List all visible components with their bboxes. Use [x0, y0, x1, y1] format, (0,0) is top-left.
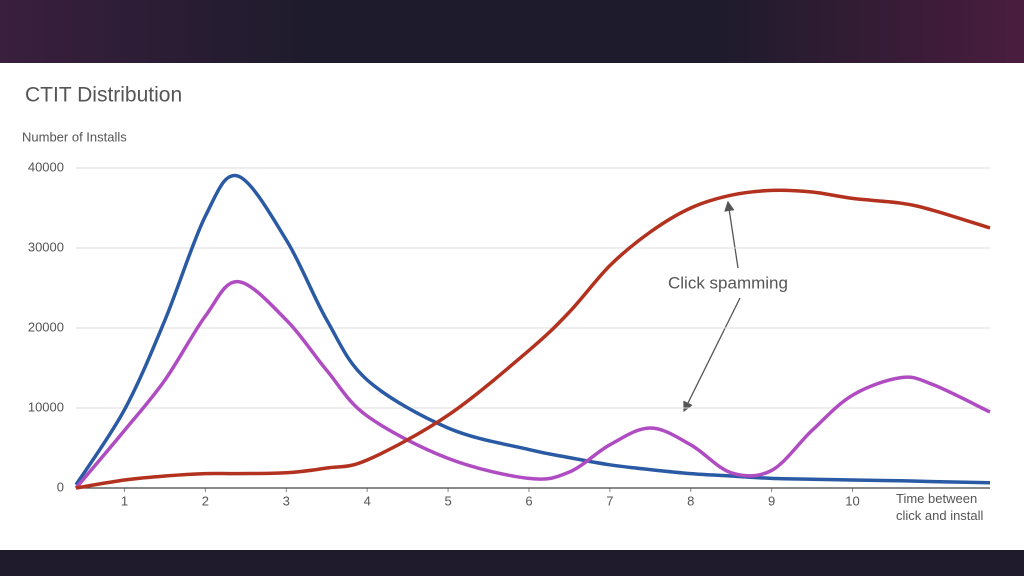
x-tick-label: 10 — [845, 493, 859, 508]
y-tick-label: 20000 — [28, 319, 64, 334]
line-series — [75, 188, 991, 490]
annotation: Click spamming — [668, 273, 788, 292]
x-axis-label: Time between click and install — [896, 491, 984, 523]
x-tick-label: 1 — [121, 493, 128, 508]
header-band — [0, 0, 1024, 63]
y-tick-label: 0 — [57, 479, 64, 494]
line-series — [74, 279, 991, 490]
y-tick-label: 40000 — [28, 159, 64, 174]
x-tick-label: 9 — [768, 493, 775, 508]
line-series — [74, 173, 991, 486]
y-axis-label: Number of Installs — [22, 129, 127, 144]
x-tick-label: 4 — [364, 493, 371, 508]
x-tick-label: 3 — [283, 493, 290, 508]
y-tick-label: 10000 — [28, 399, 64, 414]
x-tick-label: 5 — [444, 493, 451, 508]
x-tick-label: 8 — [687, 493, 694, 508]
chart-title: CTIT Distribution — [25, 84, 182, 107]
x-tick-label: 6 — [525, 493, 532, 508]
footer-band — [0, 550, 1024, 576]
x-tick-label: 7 — [606, 493, 613, 508]
x-tick-label: 2 — [202, 493, 209, 508]
annotation-arrow — [724, 200, 739, 269]
y-tick-label: 30000 — [28, 239, 64, 254]
annotation-arrow — [683, 297, 741, 413]
